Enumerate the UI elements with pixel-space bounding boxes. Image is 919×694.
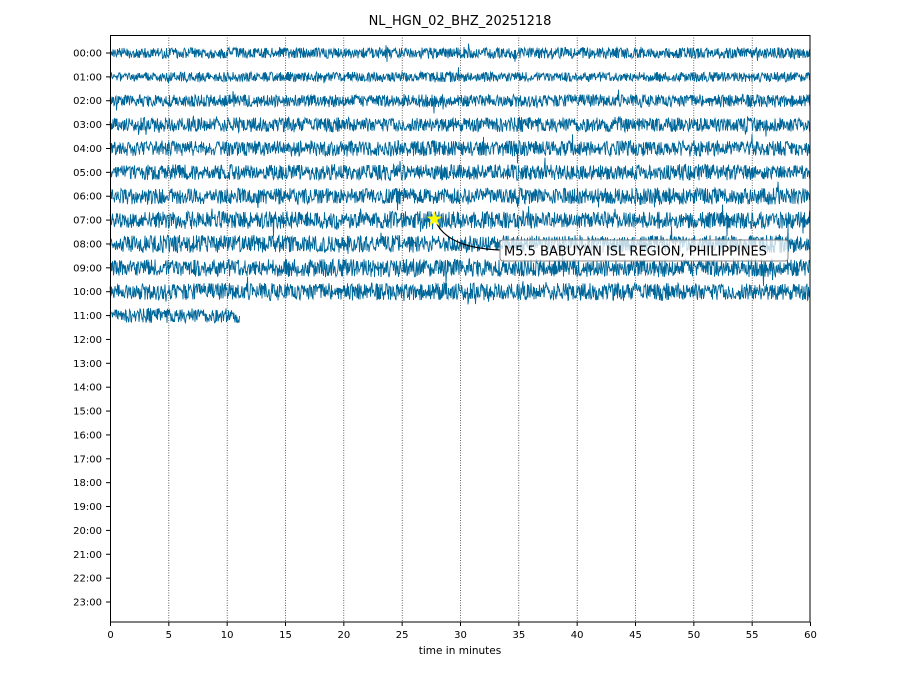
y-tick-label: 04:00 [73, 144, 102, 155]
trace-1100 [109, 307, 240, 325]
y-tick-label: 08:00 [73, 239, 102, 250]
trace-0700 [109, 204, 811, 237]
y-tick-label: 18:00 [73, 478, 102, 489]
trace-0300 [109, 115, 811, 137]
x-tick-label: 5 [166, 630, 172, 641]
y-tick-label: 00:00 [73, 49, 102, 60]
y-tick-label: 20:00 [73, 526, 102, 537]
x-tick-label: 45 [629, 630, 642, 641]
event-annotation: M5.5 BABUYAN ISL REGION, PHILIPPINES [426, 211, 789, 262]
trace-0500 [109, 157, 811, 182]
x-tick-label: 55 [746, 630, 759, 641]
plot-frame [110, 35, 811, 623]
y-tick-label: 09:00 [73, 263, 102, 274]
x-tick-label: 25 [396, 630, 409, 641]
x-tick-label: 60 [804, 630, 817, 641]
x-axis-label: time in minutes [419, 645, 501, 657]
x-tick-label: 35 [512, 630, 525, 641]
y-tick-label: 12:00 [73, 335, 102, 346]
x-tick-label: 0 [107, 630, 113, 641]
trace-0900 [109, 254, 811, 286]
y-tick-label: 05:00 [73, 168, 102, 179]
grid-lines [168, 35, 753, 622]
y-tick-label: 19:00 [73, 502, 102, 513]
y-tick-label: 03:00 [73, 120, 102, 131]
chart-title: NL_HGN_02_BHZ_20251218 [369, 14, 552, 29]
y-tick-label: 21:00 [73, 550, 102, 561]
x-tick-label: 30 [454, 630, 467, 641]
traces [109, 43, 811, 325]
trace-0400 [109, 134, 811, 164]
y-tick-label: 01:00 [73, 72, 102, 83]
y-tick-label: 06:00 [73, 192, 102, 203]
y-tick-label: 13:00 [73, 359, 102, 370]
y-tick-label: 15:00 [73, 407, 102, 418]
trace-0000 [109, 43, 811, 62]
x-tick-label: 15 [279, 630, 292, 641]
annotation-connector [436, 223, 501, 251]
trace-0600 [109, 181, 811, 211]
annotation-box [499, 239, 789, 262]
x-axis-ticks: 0 5 10 15 20 25 30 35 40 45 50 55 60 [107, 622, 817, 641]
y-tick-label: 17:00 [73, 454, 102, 465]
y-tick-label: 14:00 [73, 383, 102, 394]
trace-0100 [109, 67, 811, 84]
trace-0200 [109, 89, 811, 114]
y-tick-label: 11:00 [73, 311, 102, 322]
y-tick-label: 16:00 [73, 430, 102, 441]
y-tick-label: 02:00 [73, 96, 102, 107]
y-axis-ticks: 00:00 01:00 02:00 03:00 04:00 05:00 06:00 07:00… [73, 49, 110, 609]
trace-1000 [109, 276, 811, 305]
y-tick-label: 10:00 [73, 287, 102, 298]
y-tick-label: 07:00 [73, 216, 102, 227]
annotation-text: M5.5 BABUYAN ISL REGION, PHILIPPINES [504, 245, 767, 260]
x-tick-label: 40 [571, 630, 584, 641]
event-star-icon [426, 211, 442, 226]
y-tick-label: 23:00 [73, 598, 102, 609]
x-tick-label: 20 [337, 630, 350, 641]
x-tick-label: 10 [221, 630, 234, 641]
y-tick-label: 22:00 [73, 574, 102, 585]
x-tick-label: 50 [687, 630, 700, 641]
